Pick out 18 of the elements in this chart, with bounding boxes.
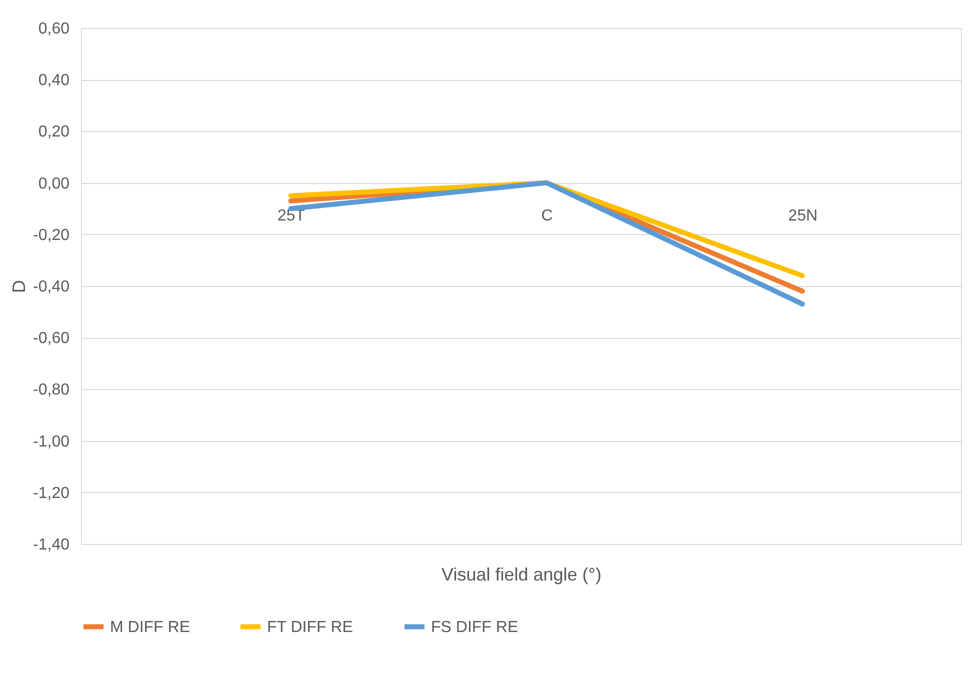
x-tick-label: C — [541, 207, 553, 224]
legend-label: FS DIFF RE — [431, 618, 518, 636]
y-tick-label: 0,40 — [38, 72, 70, 90]
y-axis-title: D — [9, 280, 30, 293]
y-tick-label: -0,60 — [33, 330, 70, 348]
x-tick-label: 25N — [788, 207, 818, 224]
y-tick-label: -1,20 — [33, 484, 70, 502]
x-axis-title: Visual field angle (°) — [442, 564, 602, 584]
legend-label: FT DIFF RE — [267, 618, 353, 636]
y-tick-label: 0,60 — [38, 20, 70, 38]
y-tick-label: -0,80 — [33, 382, 70, 399]
y-tick-label: -0,20 — [33, 226, 70, 244]
y-tick-label: 0,20 — [38, 124, 70, 141]
y-tick-label: -1,40 — [33, 536, 70, 554]
y-tick-label: -0,40 — [33, 278, 70, 296]
y-tick-label: 0,00 — [38, 175, 70, 192]
y-tick-label: -1,00 — [33, 433, 70, 450]
legend-label: M DIFF RE — [110, 618, 190, 636]
